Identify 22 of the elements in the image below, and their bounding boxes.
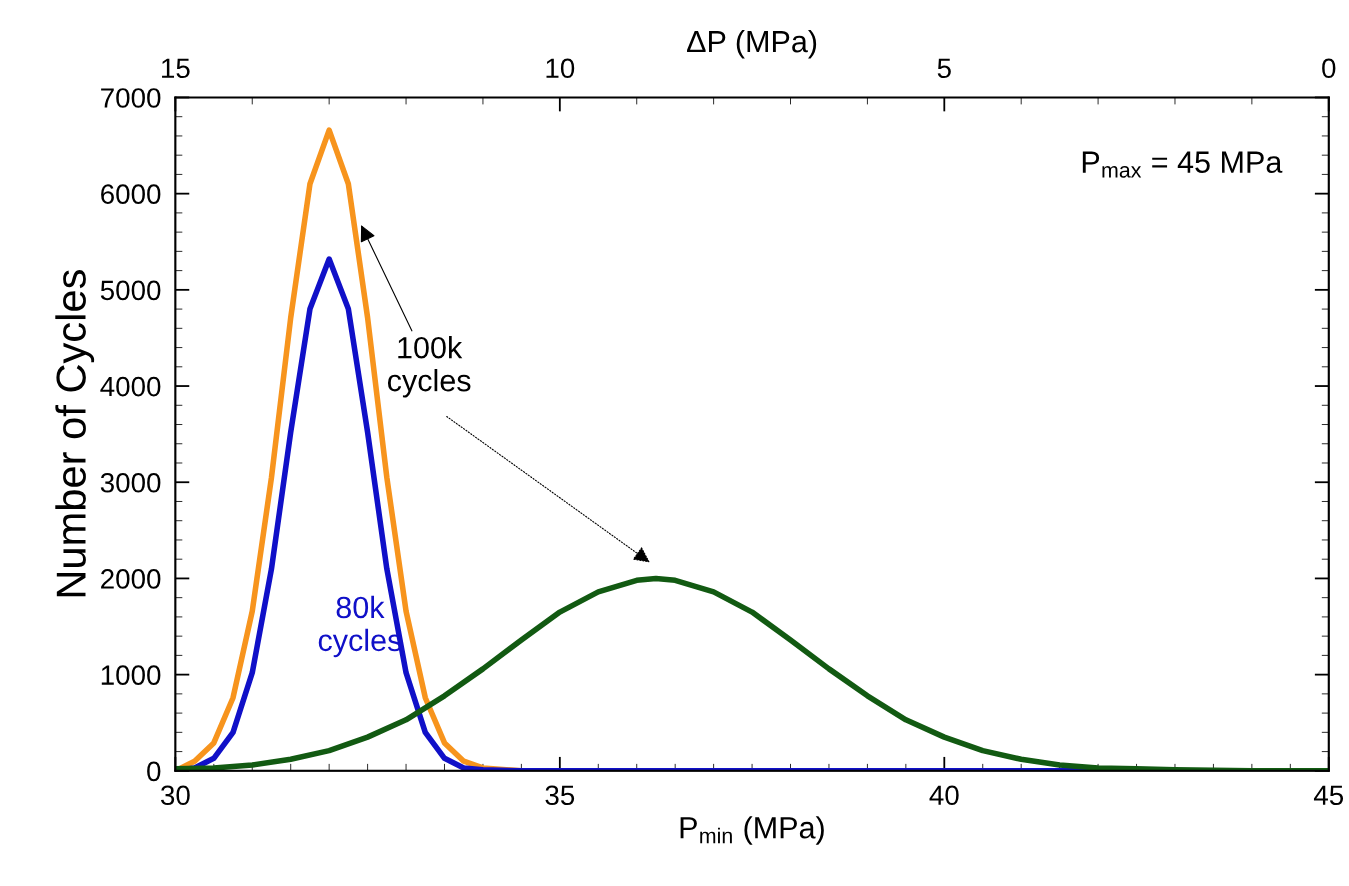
series-label: 80k cycles	[318, 595, 402, 658]
annotation: P$_{max}$ = 45 MPa	[1082, 151, 1283, 178]
x-tick-label: 40	[929, 785, 959, 806]
y-tick-label: 7000	[101, 88, 161, 108]
y-tick-label: 6000	[101, 184, 161, 204]
x-tick-label: 35	[545, 785, 575, 806]
y-tick-label: 3000	[100, 472, 161, 493]
x-axis-title: P$_{min}$ (MPa)	[680, 816, 824, 845]
x2-tick-label: 0	[1322, 58, 1336, 79]
x2-tick-label: 5	[937, 58, 951, 79]
x2-tick-label: 15	[162, 58, 190, 79]
y-tick-label: 5000	[100, 280, 161, 301]
annotation: 100k cycles	[387, 336, 471, 398]
x-tick-label: 30	[160, 785, 190, 806]
y-tick-label: 0	[147, 761, 161, 782]
y-axis-title: Number of Cycles	[55, 270, 95, 597]
x2-axis-title: ΔP (MPa)	[687, 29, 817, 59]
y-tick-label: 4000	[100, 376, 161, 397]
y-tick-label: 2000	[101, 569, 161, 589]
y-tick-label: 1000	[101, 665, 161, 685]
x-tick-label: 45	[1313, 785, 1344, 806]
x2-tick-label: 10	[546, 58, 575, 79]
